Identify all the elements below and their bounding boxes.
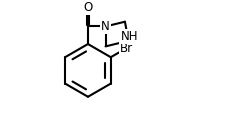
Text: Br: Br xyxy=(119,42,132,55)
Text: N: N xyxy=(101,20,109,33)
Text: O: O xyxy=(83,1,92,14)
Text: NH: NH xyxy=(120,30,137,43)
